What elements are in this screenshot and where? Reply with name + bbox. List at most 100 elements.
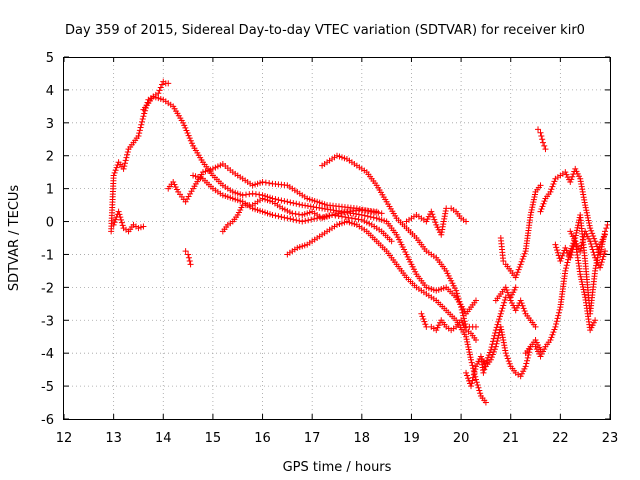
data-point-marker <box>589 246 596 253</box>
data-point-marker <box>305 217 312 224</box>
x-tick-label: 12 <box>56 431 73 446</box>
data-point-marker <box>550 329 557 336</box>
x-tick-label: 19 <box>403 431 420 446</box>
data-point-marker <box>287 199 294 206</box>
data-point-marker <box>532 323 539 330</box>
data-point-marker <box>538 132 545 139</box>
data-point-marker <box>506 360 513 367</box>
data-point-marker <box>420 315 427 322</box>
data-point-marker <box>539 203 546 210</box>
data-point-marker <box>548 334 555 341</box>
data-point-marker <box>138 121 145 128</box>
data-point-marker <box>573 229 580 236</box>
data-point-marker <box>570 243 577 250</box>
data-point-marker <box>537 182 544 189</box>
data-point-marker <box>272 212 279 219</box>
data-point-marker <box>289 210 296 217</box>
data-point-marker <box>156 87 163 94</box>
data-point-marker <box>564 259 571 266</box>
data-point-marker <box>141 110 148 117</box>
x-tick-label: 22 <box>552 431 569 446</box>
data-point-marker <box>512 284 519 291</box>
data-point-marker <box>494 321 501 328</box>
data-point-marker <box>119 222 126 229</box>
data-point-marker <box>468 356 475 363</box>
data-point-marker <box>577 248 584 255</box>
data-point-marker <box>430 213 437 220</box>
data-point-marker <box>587 238 594 245</box>
data-point-marker <box>269 211 276 218</box>
data-point-marker <box>582 202 589 209</box>
data-point-marker <box>599 238 606 245</box>
data-point-marker <box>111 219 118 226</box>
data-point-marker <box>464 341 471 348</box>
data-point-marker <box>528 209 535 216</box>
data-point-marker <box>484 354 491 361</box>
data-point-marker <box>295 211 302 218</box>
data-point-marker <box>604 221 611 228</box>
data-point-marker <box>505 358 512 365</box>
data-point-marker <box>602 248 609 255</box>
data-point-marker <box>281 214 288 221</box>
data-point-marker <box>549 331 556 338</box>
x-tick-label: 20 <box>453 431 470 446</box>
data-point-marker <box>311 215 318 222</box>
data-point-marker <box>490 338 496 345</box>
data-point-marker <box>239 192 246 199</box>
data-point-marker <box>558 255 565 262</box>
data-point-marker <box>182 198 189 205</box>
data-point-marker <box>139 116 146 123</box>
data-point-marker <box>597 261 604 268</box>
data-point-marker <box>577 245 584 252</box>
y-tick-label: 2 <box>46 150 54 165</box>
y-tick-label: -4 <box>41 347 54 362</box>
data-point-marker <box>187 261 194 268</box>
data-point-marker <box>574 224 581 231</box>
data-point-marker <box>550 181 557 188</box>
data-point-marker <box>182 248 189 255</box>
data-point-marker <box>501 296 508 303</box>
data-point-marker <box>541 142 548 149</box>
data-point-marker <box>568 249 575 256</box>
data-point-marker <box>530 199 537 206</box>
data-point-marker <box>581 289 588 296</box>
data-point-marker <box>488 344 495 351</box>
data-point-marker <box>540 200 547 207</box>
y-tick-label: 3 <box>46 117 54 132</box>
data-point-marker <box>470 371 477 378</box>
data-point-marker <box>187 190 194 197</box>
data-point-marker <box>453 290 460 297</box>
data-point-marker <box>567 179 574 186</box>
data-point-marker <box>121 160 128 167</box>
data-point-marker <box>184 130 191 137</box>
data-point-marker <box>123 154 130 161</box>
data-point-marker <box>492 329 499 336</box>
data-point-marker <box>188 188 195 195</box>
data-point-marker <box>579 239 586 246</box>
data-point-marker <box>422 321 429 328</box>
data-point-marker <box>299 218 306 225</box>
x-axis-label: GPS time / hours <box>283 460 392 475</box>
data-point-marker <box>496 316 503 323</box>
data-point-marker <box>136 127 143 134</box>
data-point-marker <box>278 197 285 204</box>
data-point-marker <box>586 220 593 227</box>
data-point-marker <box>573 227 580 234</box>
data-point-marker <box>185 132 192 139</box>
data-point-marker <box>580 236 587 243</box>
data-point-marker <box>555 309 562 316</box>
data-point-marker <box>554 247 561 254</box>
data-point-marker <box>259 179 266 186</box>
data-point-marker <box>603 225 610 232</box>
data-point-marker <box>118 216 125 223</box>
data-point-marker <box>181 122 188 129</box>
y-tick-label: -3 <box>41 314 54 329</box>
data-point-marker <box>113 164 120 171</box>
data-point-marker <box>186 135 193 142</box>
data-point-marker <box>466 351 473 358</box>
data-point-marker <box>489 341 496 348</box>
data-point-marker <box>308 216 315 223</box>
data-point-marker <box>278 213 285 220</box>
data-point-marker <box>496 313 503 320</box>
data-point-marker <box>469 362 476 369</box>
